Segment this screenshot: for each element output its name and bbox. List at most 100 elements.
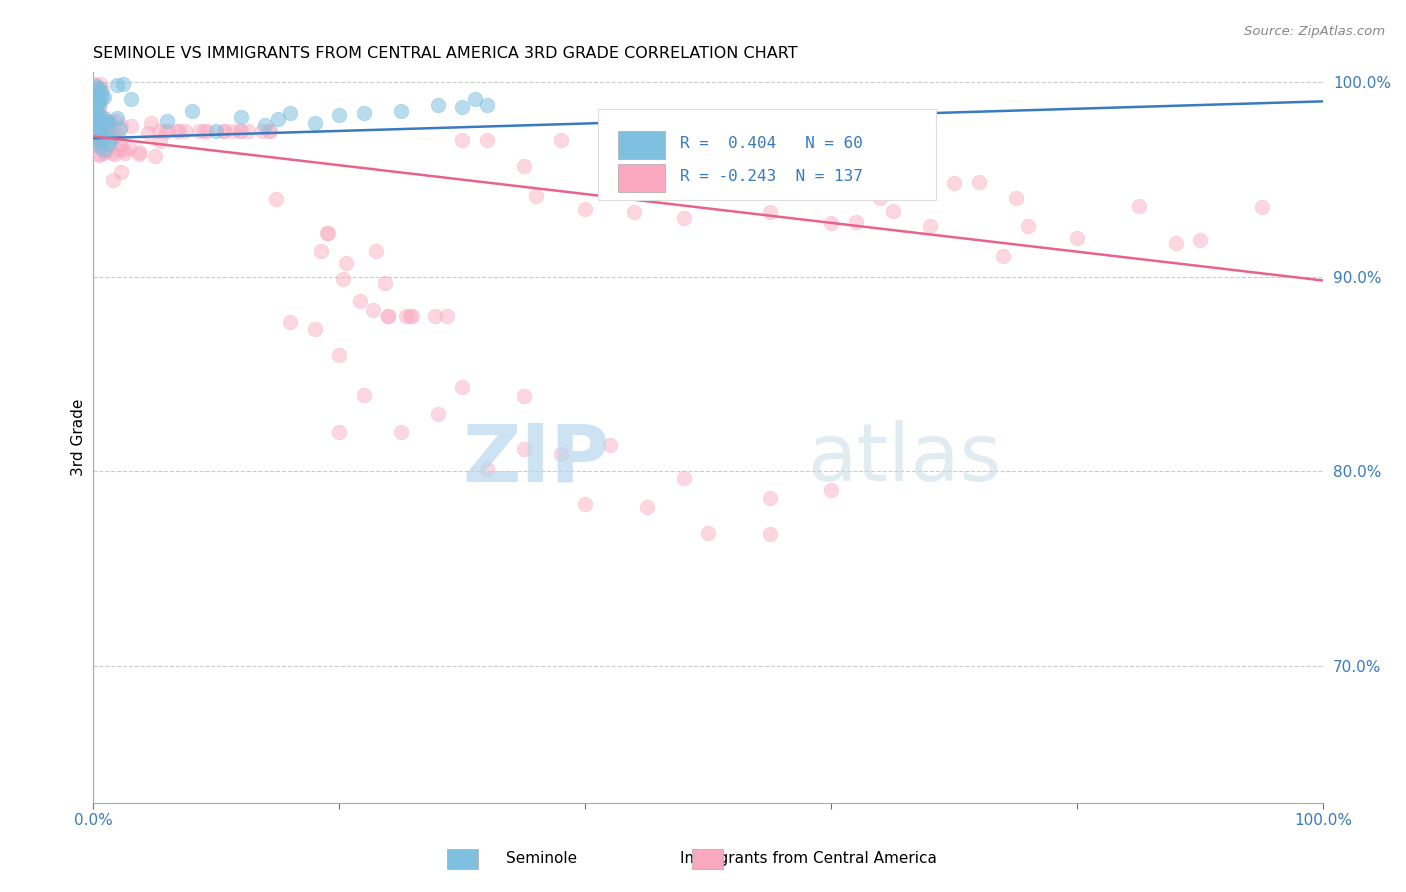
Point xyxy=(672,471,695,485)
Point xyxy=(91,127,114,141)
Point xyxy=(100,129,122,144)
Point xyxy=(1250,200,1272,214)
FancyBboxPatch shape xyxy=(619,131,665,159)
Point xyxy=(436,309,458,323)
Point xyxy=(83,135,105,149)
Point xyxy=(90,82,112,96)
Text: ZIP: ZIP xyxy=(463,420,610,499)
Point xyxy=(316,227,339,241)
Point xyxy=(110,165,132,179)
Point xyxy=(353,106,375,120)
Text: Immigrants from Central America: Immigrants from Central America xyxy=(681,851,936,865)
Point xyxy=(83,86,105,100)
Point xyxy=(86,112,108,127)
Point xyxy=(574,497,596,511)
Point xyxy=(107,142,129,156)
Point xyxy=(205,123,228,137)
Point xyxy=(90,90,112,104)
Text: Source: ZipAtlas.com: Source: ZipAtlas.com xyxy=(1244,25,1385,38)
Text: Seminole: Seminole xyxy=(506,851,576,865)
Point xyxy=(451,133,474,147)
Point xyxy=(93,143,115,157)
Point xyxy=(96,122,118,136)
Point xyxy=(90,114,112,128)
Point xyxy=(114,145,136,160)
Point xyxy=(83,131,105,145)
Point xyxy=(91,143,114,157)
Point xyxy=(93,146,115,161)
Point xyxy=(148,134,170,148)
Point xyxy=(238,123,260,137)
Point xyxy=(328,348,350,362)
Point xyxy=(257,123,280,137)
Point xyxy=(156,113,179,128)
Point xyxy=(89,146,111,161)
Point xyxy=(86,122,108,136)
Text: R =  0.404   N = 60: R = 0.404 N = 60 xyxy=(681,136,863,152)
Point xyxy=(648,149,671,163)
Text: R = -0.243  N = 137: R = -0.243 N = 137 xyxy=(681,169,863,184)
Point xyxy=(83,129,105,144)
Point xyxy=(882,204,904,219)
Point xyxy=(94,130,117,145)
Point xyxy=(512,389,534,403)
Point xyxy=(214,123,236,137)
Point xyxy=(89,114,111,128)
Point xyxy=(398,309,420,323)
Point xyxy=(304,116,326,130)
Point xyxy=(83,134,105,148)
Point xyxy=(636,142,658,156)
Point xyxy=(512,442,534,456)
Point xyxy=(845,214,868,228)
Point xyxy=(93,90,115,104)
FancyBboxPatch shape xyxy=(598,109,936,200)
Point xyxy=(332,272,354,286)
Point xyxy=(112,143,135,157)
Point xyxy=(84,96,107,111)
Point xyxy=(316,226,339,240)
Point xyxy=(166,123,188,137)
Point xyxy=(697,178,720,192)
Point xyxy=(721,182,744,196)
Point xyxy=(90,85,112,99)
Point xyxy=(111,77,134,91)
Point xyxy=(463,92,485,106)
Point xyxy=(97,115,120,129)
Point xyxy=(84,78,107,93)
Point xyxy=(108,122,131,136)
Point xyxy=(353,388,375,402)
Point xyxy=(87,134,110,148)
Point xyxy=(758,527,780,541)
Point xyxy=(426,98,449,112)
Point xyxy=(796,159,818,173)
Point xyxy=(83,77,105,91)
Point xyxy=(389,104,412,119)
Point xyxy=(100,119,122,133)
Point xyxy=(193,123,215,137)
Point xyxy=(105,111,128,125)
Point xyxy=(86,95,108,110)
Point xyxy=(89,120,111,135)
Point xyxy=(389,425,412,439)
Point xyxy=(820,216,842,230)
Point xyxy=(104,146,127,161)
Point xyxy=(623,205,645,219)
Point xyxy=(349,293,371,308)
Point xyxy=(101,145,124,160)
Point xyxy=(180,104,202,119)
Point xyxy=(229,110,252,124)
Point xyxy=(120,93,142,107)
Point xyxy=(1164,235,1187,250)
Point xyxy=(139,115,162,129)
Point xyxy=(869,191,891,205)
Point xyxy=(87,132,110,146)
Point xyxy=(105,78,128,92)
Point xyxy=(84,107,107,121)
Point xyxy=(90,109,112,123)
Point xyxy=(894,165,917,179)
Point xyxy=(425,309,447,323)
Point xyxy=(228,123,250,137)
Point xyxy=(90,126,112,140)
Point xyxy=(89,92,111,106)
Point xyxy=(93,112,115,126)
